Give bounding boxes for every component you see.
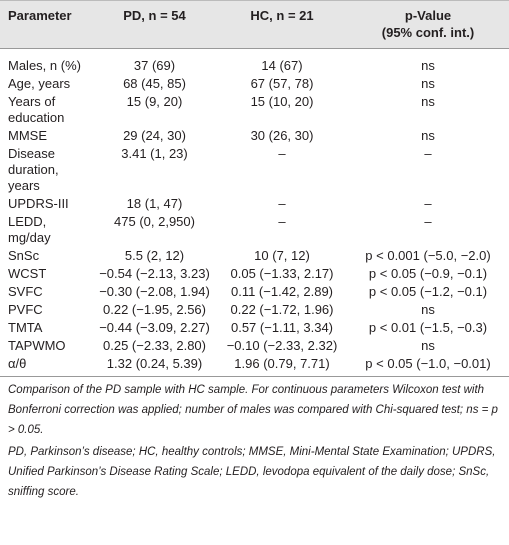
header-cell: Parameter (0, 0, 92, 49)
row-label: WCST (8, 266, 47, 281)
footnotes: Comparison of the PD sample with HC samp… (0, 380, 509, 502)
cell: ns (421, 128, 435, 143)
row-label: Disease duration, years (8, 146, 59, 193)
table-header: Parameter PD, n = 54 HC, n = 21 p-Value (95%… (0, 0, 509, 49)
table-row: MMSE 29 (24, 30) 30 (26, 30) ns (0, 127, 509, 145)
row-label: UPDRS-III (8, 196, 69, 211)
cell: – (424, 146, 432, 161)
cell: 0.22 (−1.95, 2.56) (103, 302, 206, 317)
data-table: Parameter PD, n = 54 HC, n = 21 p-Value (95%… (0, 0, 509, 377)
row-label: SnSc (8, 248, 40, 263)
table-row: Males, n (%) 37 (69) 14 (67) ns (0, 49, 509, 76)
header-line: p-Value (404, 8, 452, 23)
table-row: UPDRS-III 18 (1, 47) – – (0, 195, 509, 213)
cell: – (278, 146, 286, 161)
row-label: LEDD, mg/day (8, 214, 51, 245)
row-label: TMTA (8, 320, 43, 335)
cell: – (424, 214, 432, 229)
cell: −0.44 (−3.09, 2.27) (99, 320, 210, 335)
row-label: Years of education (8, 94, 65, 125)
cell: p < 0.05 (−1.2, −0.1) (368, 284, 488, 299)
table-row: WCST −0.54 (−2.13, 3.23) 0.05 (−1.33, 2.17… (0, 265, 509, 283)
cell: 0.05 (−1.33, 2.17) (230, 266, 334, 281)
cell: 1.32 (0.24, 5.39) (92, 355, 217, 377)
cell: p < 0.001 (−5.0, −2.0) (365, 248, 491, 263)
table-row: TMTA −0.44 (−3.09, 2.27) 0.57 (−1.11, 3.34… (0, 319, 509, 337)
header-cell: PD, n = 54 (92, 0, 217, 49)
cell: 0.22 (−1.72, 1.96) (230, 302, 334, 317)
cell: 0.25 (−2.33, 2.80) (103, 338, 206, 353)
table-row: PVFC 0.22 (−1.95, 2.56) 0.22 (−1.72, 1.96)… (0, 301, 509, 319)
footnote: Comparison of the PD sample with HC samp… (8, 384, 498, 436)
cell: 14 (67) (261, 58, 303, 73)
cell: 37 (69) (133, 58, 176, 73)
table-row: α/θ 1.32 (0.24, 5.39) 1.96 (0.79, 7.71) p <… (0, 355, 509, 377)
table-row: LEDD, mg/day 475 (0, 2,950) – – (0, 213, 509, 247)
cell: 15 (10, 20) (250, 94, 314, 109)
cell: 5.5 (2, 12) (124, 248, 185, 263)
cell: – (424, 196, 432, 211)
row-label: SVFC (8, 284, 43, 299)
cell: p < 0.01 (−1.5, −0.3) (368, 320, 488, 335)
header-line: (95% conf. int.) (381, 25, 475, 40)
cell: 67 (57, 78) (250, 76, 314, 91)
cell: 15 (9, 20) (126, 94, 183, 109)
cell: 1.96 (0.79, 7.71) (217, 355, 347, 377)
table-row: Age, years 68 (45, 85) 67 (57, 78) ns (0, 75, 509, 93)
header-cell: p-Value (95% conf. int.) (347, 0, 509, 49)
row-label: Males, n (%) (8, 58, 81, 73)
cell: 68 (45, 85) (123, 76, 186, 91)
cell: −0.30 (−2.08, 1.94) (99, 284, 210, 299)
cell: ns (421, 302, 435, 317)
cell: 10 (7, 12) (254, 248, 310, 263)
cell: 0.57 (−1.11, 3.34) (230, 320, 334, 335)
table-body: Males, n (%) 37 (69) 14 (67) ns Age, years 68… (0, 49, 509, 377)
row-label: Age, years (8, 76, 71, 91)
table-row: TAPWMO 0.25 (−2.33, 2.80) −0.10 (−2.33, 2.… (0, 337, 509, 355)
cell: – (278, 196, 286, 211)
cell: 0.11 (−1.42, 2.89) (230, 284, 334, 299)
cell: p < 0.05 (−0.9, −0.1) (368, 266, 488, 281)
cell: – (278, 214, 286, 229)
cell: 475 (0, 2,950) (114, 214, 195, 229)
table-row: Years of education 15 (9, 20) 15 (10, 20) n… (0, 93, 509, 127)
table-row: SnSc 5.5 (2, 12) 10 (7, 12) p < 0.001 (−5.0… (0, 247, 509, 265)
cell: 3.41 (1, 23) (121, 146, 188, 161)
cell: 29 (24, 30) (123, 128, 186, 143)
cell: ns (421, 76, 435, 91)
table-row: Disease duration, years 3.41 (1, 23) – – (0, 145, 509, 195)
header-cell: HC, n = 21 (217, 0, 347, 49)
cell: −0.54 (−2.13, 3.23) (99, 266, 210, 281)
table-row: SVFC −0.30 (−2.08, 1.94) 0.11 (−1.42, 2.89… (0, 283, 509, 301)
cell: ns (421, 94, 435, 109)
cell: 30 (26, 30) (250, 128, 314, 143)
cell: −0.10 (−2.33, 2.32) (226, 338, 338, 353)
row-label: α/θ (0, 355, 92, 377)
row-label: MMSE (8, 128, 47, 143)
cell: ns (421, 58, 435, 73)
header-row: Parameter PD, n = 54 HC, n = 21 p-Value (95%… (0, 0, 509, 49)
cell: p < 0.05 (−1.0, −0.01) (347, 355, 509, 377)
cell: ns (421, 338, 435, 353)
row-label: TAPWMO (8, 338, 66, 353)
footnote: PD, Parkinson’s disease; HC, healthy con… (8, 446, 496, 498)
row-label: PVFC (8, 302, 43, 317)
cell: 18 (1, 47) (126, 196, 183, 211)
